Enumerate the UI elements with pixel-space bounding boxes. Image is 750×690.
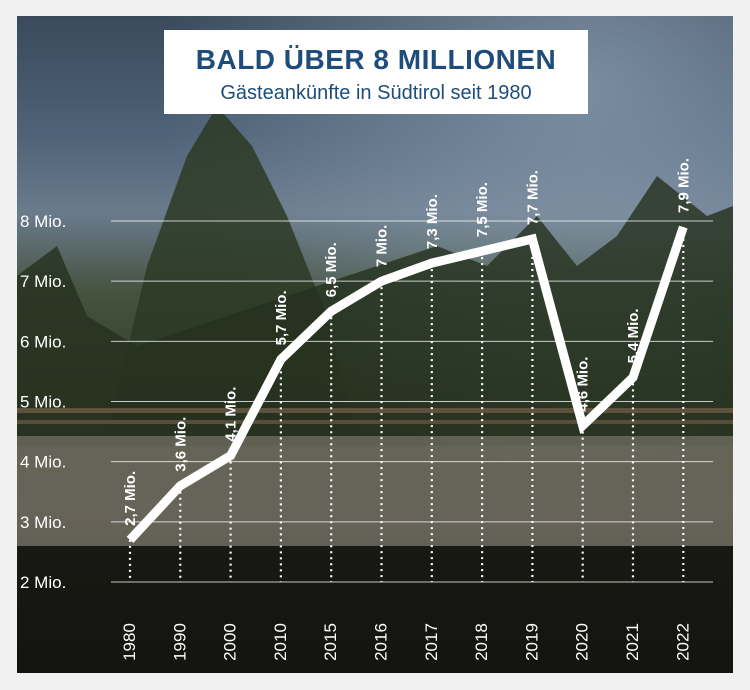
- line-chart: 2 Mio. 3 Mio. 4 Mio. 5 Mio. 6 Mio. 7 Mio. 8 Mi…: [20, 158, 713, 661]
- background-photo: [17, 16, 733, 673]
- foreground-shadow: [17, 546, 733, 673]
- y-tick-label: 2 Mio.: [20, 573, 66, 592]
- data-label: 3,6 Mio.: [172, 417, 189, 472]
- gridlines: [111, 220, 713, 583]
- x-tick-label: 2015: [321, 623, 340, 661]
- series-line: [126, 225, 688, 543]
- data-labels: 2,7 Mio. 3,6 Mio. 4,1 Mio. 5,7 Mio. 6,5 Mio.…: [122, 158, 692, 526]
- x-tick-label: 2022: [673, 623, 692, 661]
- y-tick-label: 5 Mio.: [20, 393, 66, 412]
- data-label: 4,1 Mio.: [223, 387, 240, 442]
- x-axis-ticks: 1980 1990 2000 2010 2015 2016 2017 2018 2019 2020…: [120, 623, 692, 661]
- chart-subtitle: Gästeankünfte in Südtirol seit 1980: [220, 82, 532, 104]
- y-tick-label: 6 Mio.: [20, 332, 66, 351]
- data-label: 7,7 Mio.: [524, 170, 541, 225]
- x-tick-label: 2021: [623, 623, 642, 661]
- chart-title: BALD ÜBER 8 MILLIONEN: [195, 44, 557, 75]
- y-axis-ticks: 2 Mio. 3 Mio. 4 Mio. 5 Mio. 6 Mio. 7 Mio. 8 Mi…: [20, 212, 66, 592]
- chart-frame: 2 Mio. 3 Mio. 4 Mio. 5 Mio. 6 Mio. 7 Mio. 8 Mi…: [17, 16, 733, 673]
- series-line-group: [126, 225, 688, 543]
- y-tick-label: 3 Mio.: [20, 513, 66, 532]
- x-tick-label: 2018: [472, 623, 491, 661]
- fence-rail: [17, 420, 733, 424]
- data-label: 7,9 Mio.: [675, 158, 692, 213]
- data-label: 4,6 Mio.: [575, 357, 592, 412]
- x-tick-label: 2016: [372, 623, 391, 661]
- data-label: 5,4 Mio.: [625, 308, 642, 363]
- y-tick-label: 8 Mio.: [20, 212, 66, 231]
- data-label: 2,7 Mio.: [122, 471, 139, 526]
- x-tick-label: 2010: [271, 623, 290, 661]
- y-tick-label: 7 Mio.: [20, 272, 66, 291]
- title-box: BALD ÜBER 8 MILLIONEN Gästeankünfte in S…: [164, 30, 588, 114]
- x-tick-label: 2019: [522, 623, 541, 661]
- data-label: 7,3 Mio.: [424, 194, 441, 249]
- dotted-drop-lines: [128, 227, 685, 582]
- x-tick-label: 1980: [120, 623, 139, 661]
- data-label: 6,5 Mio.: [323, 242, 340, 297]
- x-tick-label: 2020: [573, 623, 592, 661]
- x-tick-label: 2017: [422, 623, 441, 661]
- data-label: 7 Mio.: [374, 225, 391, 268]
- data-label: 7,5 Mio.: [474, 182, 491, 237]
- fence-rail: [17, 408, 733, 413]
- y-tick-label: 4 Mio.: [20, 453, 66, 472]
- x-tick-label: 2000: [221, 623, 240, 661]
- forest-silhouette: [17, 176, 733, 446]
- data-label: 5,7 Mio.: [273, 290, 290, 345]
- x-tick-label: 1990: [170, 623, 189, 661]
